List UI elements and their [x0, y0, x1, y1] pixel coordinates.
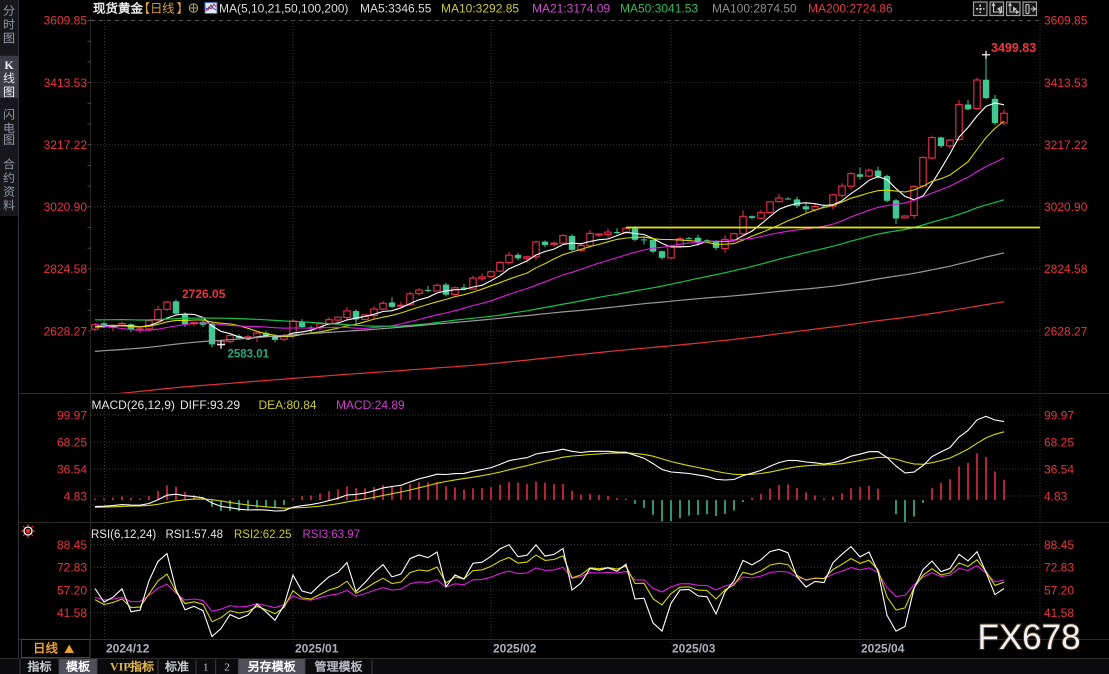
svg-text:2628.27: 2628.27: [1044, 324, 1088, 338]
svg-text:2025/04: 2025/04: [861, 642, 905, 656]
svg-text:3499.83: 3499.83: [991, 41, 1036, 55]
svg-text:3217.22: 3217.22: [44, 138, 88, 152]
svg-text:RSI(6,12,24): RSI(6,12,24): [91, 529, 156, 541]
svg-text:MA10:3292.85: MA10:3292.85: [441, 2, 519, 16]
svg-text:72.83: 72.83: [57, 561, 87, 575]
svg-text:2583.01: 2583.01: [228, 349, 270, 361]
svg-text:2824.58: 2824.58: [1044, 262, 1088, 276]
svg-text:2024/12: 2024/12: [106, 642, 150, 656]
svg-text:DIFF:93.29: DIFF:93.29: [180, 398, 240, 412]
svg-text:MACD:24.89: MACD:24.89: [336, 398, 405, 412]
svg-text:36.54: 36.54: [1044, 462, 1074, 476]
svg-text:RSI1:57.48: RSI1:57.48: [166, 529, 224, 541]
svg-text:2025/02: 2025/02: [493, 642, 537, 656]
svg-text:4.83: 4.83: [1044, 489, 1068, 503]
svg-text:99.97: 99.97: [1044, 408, 1074, 422]
svg-text:57.20: 57.20: [57, 583, 87, 597]
svg-text:MA100:2874.50: MA100:2874.50: [712, 2, 797, 16]
svg-text:2025/03: 2025/03: [672, 642, 716, 656]
svg-text:41.58: 41.58: [1044, 606, 1074, 620]
svg-text:68.25: 68.25: [1044, 435, 1074, 449]
svg-text:2824.58: 2824.58: [44, 262, 88, 276]
svg-text:MA200:2724.86: MA200:2724.86: [808, 2, 893, 16]
svg-text:57.20: 57.20: [1044, 583, 1074, 597]
svg-text:MA50:3041.53: MA50:3041.53: [620, 2, 698, 16]
svg-text:88.45: 88.45: [1044, 538, 1074, 552]
svg-text:MA(5,10,21,50,100,200): MA(5,10,21,50,100,200): [219, 2, 348, 16]
svg-text:2025/01: 2025/01: [295, 642, 339, 656]
svg-text:3413.53: 3413.53: [44, 76, 88, 90]
svg-text:3609.85: 3609.85: [1044, 13, 1088, 27]
svg-text:3413.53: 3413.53: [1044, 76, 1088, 90]
svg-text:36.54: 36.54: [57, 462, 87, 476]
svg-text:3217.22: 3217.22: [1044, 138, 1088, 152]
svg-text:72.83: 72.83: [1044, 561, 1074, 575]
svg-text:DEA:80.84: DEA:80.84: [259, 398, 317, 412]
svg-text:RSI3:63.97: RSI3:63.97: [303, 529, 361, 541]
svg-text:3020.90: 3020.90: [44, 200, 88, 214]
svg-text:1: 1: [203, 662, 209, 674]
svg-text:2: 2: [224, 662, 230, 674]
svg-text:41.58: 41.58: [57, 606, 87, 620]
svg-text:MA5:3346.55: MA5:3346.55: [360, 2, 432, 16]
svg-text:2628.27: 2628.27: [44, 324, 88, 338]
svg-text:68.25: 68.25: [57, 435, 87, 449]
svg-text:MACD(26,12,9): MACD(26,12,9): [92, 398, 175, 412]
svg-text:2726.05: 2726.05: [182, 287, 226, 301]
svg-text:4.83: 4.83: [64, 489, 88, 503]
svg-text:MA21:3174.09: MA21:3174.09: [532, 2, 610, 16]
svg-text:FX678: FX678: [977, 618, 1080, 657]
svg-text:VIP: VIP: [110, 660, 131, 674]
svg-text:FX678: FX678: [977, 618, 1080, 657]
svg-text:3020.90: 3020.90: [1044, 200, 1088, 214]
svg-text:K: K: [4, 58, 14, 72]
svg-text:RSI2:62.25: RSI2:62.25: [234, 529, 292, 541]
svg-text:3609.85: 3609.85: [44, 13, 88, 27]
svg-text:99.97: 99.97: [57, 408, 87, 422]
svg-text:88.45: 88.45: [57, 538, 87, 552]
